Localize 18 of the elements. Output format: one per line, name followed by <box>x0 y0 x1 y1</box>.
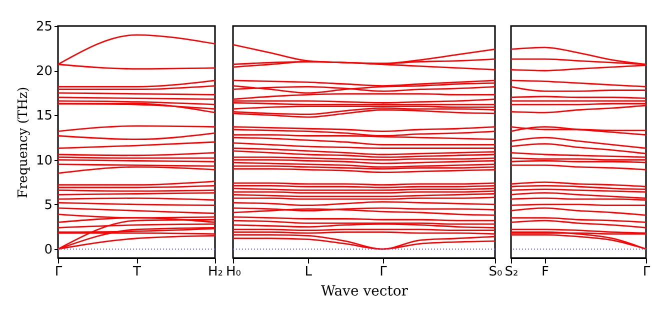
y-tick-label: 15 <box>36 108 52 124</box>
y-tick-label: 0 <box>44 242 52 258</box>
x-tick-label: T <box>132 264 142 280</box>
x-tick-label: S₀ <box>488 264 502 280</box>
x-axis-title: Wave vector <box>321 284 408 300</box>
x-tick-label: H₀ <box>226 264 241 280</box>
x-tick-label: Γ <box>380 264 388 280</box>
y-axis-title: Frequency (THz) <box>16 86 31 198</box>
x-tick-label: L <box>304 264 313 280</box>
x-tick-label: Γ <box>642 264 651 280</box>
x-tick-label: H₂ <box>208 264 223 280</box>
y-tick-label: 10 <box>36 153 52 168</box>
y-tick-label: 5 <box>44 198 52 213</box>
y-tick-label: 25 <box>36 20 52 34</box>
y-tick-label: 20 <box>36 64 52 80</box>
x-tick-label: F <box>542 264 549 280</box>
x-tick-label: Γ <box>54 264 63 280</box>
x-tick-label: S₂ <box>504 264 518 280</box>
